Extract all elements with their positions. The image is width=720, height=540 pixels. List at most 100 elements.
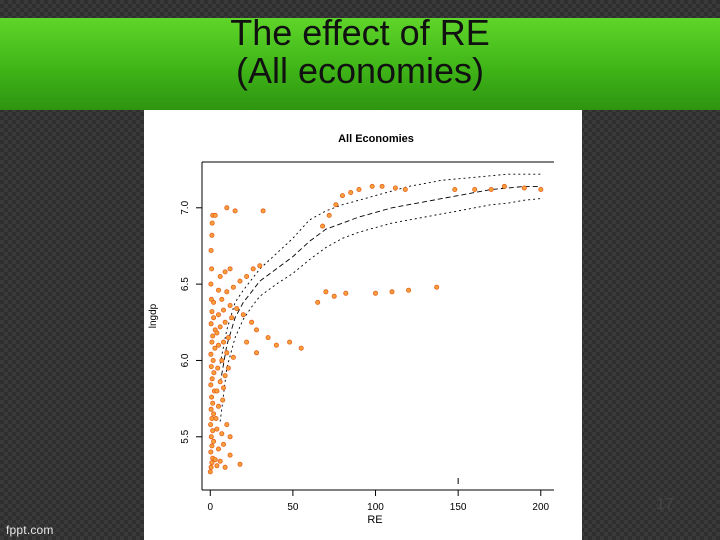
scatter-point (244, 273, 250, 279)
fit-line (219, 185, 541, 384)
scatter-point (224, 422, 230, 428)
x-tick-label: 150 (450, 502, 467, 513)
scatter-point (214, 463, 220, 469)
scatter-point (323, 289, 329, 295)
scatter-point (212, 212, 218, 218)
scatter-point (213, 415, 219, 421)
scatter-point (209, 266, 215, 272)
scatter-point (208, 464, 214, 470)
scatter-point (208, 382, 214, 388)
scatter-point (215, 365, 221, 371)
scatter-point (219, 431, 225, 437)
scatter-point (209, 394, 215, 400)
scatter-point (222, 373, 228, 379)
scatter-point (208, 449, 214, 455)
scatter-point (221, 385, 227, 391)
scatter-point (227, 452, 233, 458)
scatter-point (389, 289, 395, 295)
scatter-point (222, 319, 228, 325)
y-axis-label: lngdp (148, 303, 159, 328)
scatter-point (225, 335, 231, 341)
scatter-point (216, 403, 222, 409)
scatter-point (216, 287, 222, 293)
scatter-point (331, 293, 337, 299)
scatter-point (217, 324, 223, 330)
scatter-point (320, 223, 326, 229)
scatter-point (209, 339, 215, 345)
scatter-point (216, 342, 222, 348)
axes: 0 50 100 150 200 5.5 6.0 6.5 7.0 (180, 161, 554, 513)
scatter-point (406, 287, 412, 293)
chart-title: All Economies (338, 133, 414, 145)
scatter-point (254, 350, 260, 356)
scatter-point (210, 428, 216, 434)
scatter-point (315, 299, 321, 305)
y-tick-label: 7.0 (180, 200, 191, 214)
scatter-point (379, 183, 385, 189)
scatter-point (501, 183, 507, 189)
scatter-point (237, 461, 243, 467)
y-tick-label: 6.5 (180, 277, 191, 291)
scatter-point (211, 315, 217, 321)
scatter-point (254, 327, 260, 333)
scatter-point (216, 312, 222, 318)
scatter-point (234, 306, 240, 312)
slide-title-line2: (All economies) (235, 50, 485, 91)
scatter-point (209, 376, 215, 382)
scatter-point (208, 422, 214, 428)
x-tick-label: 0 (207, 502, 213, 513)
scatter-point (326, 212, 332, 218)
slide-title: The effect of RE (All economies) (0, 14, 720, 90)
scatter-point (222, 464, 228, 470)
scatter-point (232, 208, 238, 214)
scatter-point (452, 187, 458, 193)
scatter-point (227, 302, 233, 308)
scatter-point (208, 321, 214, 327)
scatter-point (369, 183, 375, 189)
scatter-point (211, 370, 217, 376)
scatter-point (273, 342, 279, 348)
scatter-point (225, 365, 231, 371)
scatter-point (219, 357, 225, 363)
data-points (207, 183, 544, 475)
ci-upper-line (219, 173, 541, 364)
scatter-point (249, 319, 255, 325)
scatter-point (211, 411, 217, 417)
fit-lines (219, 173, 541, 422)
scatter-point (216, 446, 222, 452)
x-tick-label: 100 (367, 502, 384, 513)
scatter-point (209, 460, 215, 466)
scatter-point (488, 187, 494, 193)
scatter-point (208, 434, 214, 440)
scatter-point (210, 333, 216, 339)
scatter-point (210, 400, 216, 406)
scatter-point (224, 289, 230, 295)
scatter-point (227, 266, 233, 272)
scatter-point (214, 426, 220, 432)
scatter-point (220, 397, 226, 403)
scatter-point (217, 379, 223, 385)
scatter-point (372, 290, 378, 296)
scatter-point (221, 307, 227, 313)
scatter-point (348, 190, 354, 196)
title-band (0, 18, 720, 110)
scatter-point (260, 208, 266, 214)
scatter-point (209, 415, 215, 421)
scatter-point (250, 266, 256, 272)
scatter-point (287, 339, 293, 345)
scatter-point (208, 364, 214, 370)
scatter-point (211, 299, 217, 305)
scatter-point (224, 205, 230, 211)
scatter-point (434, 284, 440, 290)
scatter-point (209, 220, 215, 226)
slide-number: 17 (656, 496, 674, 513)
scatter-point (229, 315, 235, 321)
scatter-point (214, 330, 220, 336)
scatter-point (221, 339, 227, 345)
scatter-point (212, 457, 218, 463)
scatter-point (392, 185, 398, 191)
scatter-point (224, 350, 230, 356)
scatter-point (230, 284, 236, 290)
scatter-point (333, 202, 339, 208)
slide-title-line1: The effect of RE (230, 12, 490, 53)
